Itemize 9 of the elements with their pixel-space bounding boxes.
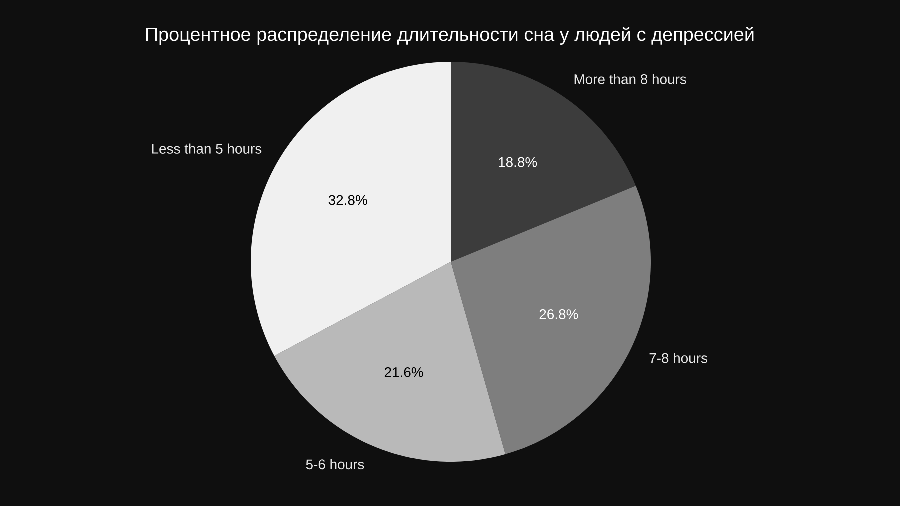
slice-label: More than 8 hours <box>574 74 686 84</box>
data-label: 32.8% <box>328 195 368 206</box>
data-label: 18.8% <box>499 157 538 168</box>
data-label: 21.6% <box>384 367 424 378</box>
slice-label: 5-6 hours <box>306 459 364 470</box>
slice-label: Less than 5 hours <box>152 144 262 154</box>
data-label: 26.8% <box>540 310 578 320</box>
chart-title: Процентное распределение длительности сна у людей с депрессией <box>146 27 754 45</box>
slice-label: 7-8 hours <box>650 353 708 364</box>
